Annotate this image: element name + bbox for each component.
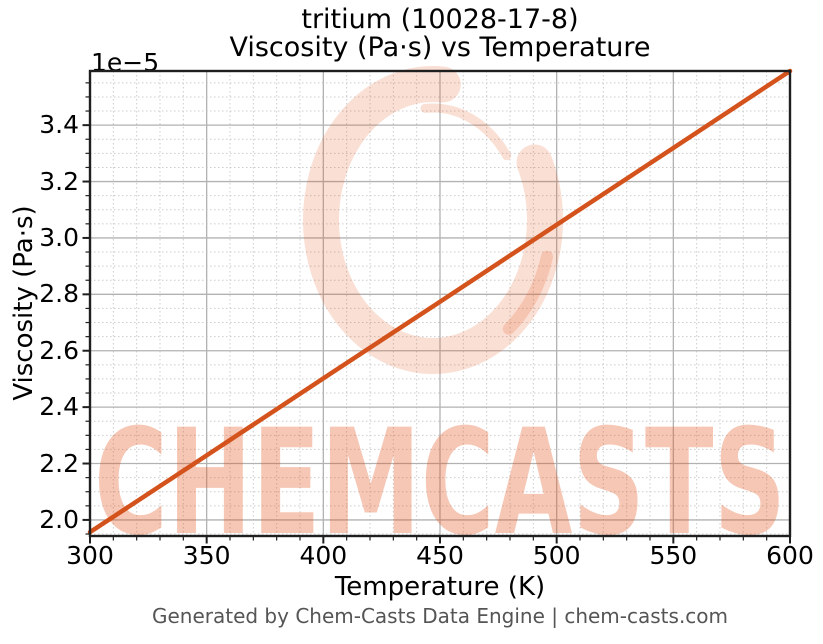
y-tick-label: 3.4 <box>39 110 79 140</box>
chart-title-line2: Viscosity (Pa·s) vs Temperature <box>229 32 651 63</box>
y-tick-label: 2.6 <box>39 335 79 365</box>
chart-title: tritium (10028-17-8) Viscosity (Pa·s) vs… <box>90 6 790 62</box>
x-tick-label: 300 <box>66 541 114 570</box>
x-tick-label: 350 <box>182 541 231 570</box>
plot-area: CHEMCASTS <box>82 66 793 568</box>
x-tick-label: 400 <box>299 541 348 570</box>
y-tick-label: 2.4 <box>39 392 79 422</box>
footer-attribution: Generated by Chem-Casts Data Engine | ch… <box>151 604 729 628</box>
x-tick-label: 500 <box>532 541 581 570</box>
data-line-viscosity <box>87 68 793 535</box>
chart-title-line1: tritium (10028-17-8) <box>301 4 579 35</box>
major-gridlines <box>90 71 790 536</box>
x-tick-label: 450 <box>416 541 464 570</box>
x-tick-label: 600 <box>766 541 814 570</box>
x-axis-label: Temperature (K) <box>334 572 546 602</box>
y-tick-label: 2.0 <box>39 504 79 534</box>
watermark-logo-arc-inner <box>420 103 512 161</box>
y-tick-label: 2.8 <box>39 279 79 309</box>
x-tick-label: 550 <box>649 541 698 570</box>
watermark-logo-arc-main <box>303 66 563 374</box>
y-tick-label: 2.2 <box>39 448 79 478</box>
plot-border-spines <box>88 69 792 538</box>
y-tick-label: 3.0 <box>39 222 79 252</box>
y-tick-label: 3.2 <box>39 166 79 196</box>
watermark-logo-arc-fragment <box>502 250 553 335</box>
